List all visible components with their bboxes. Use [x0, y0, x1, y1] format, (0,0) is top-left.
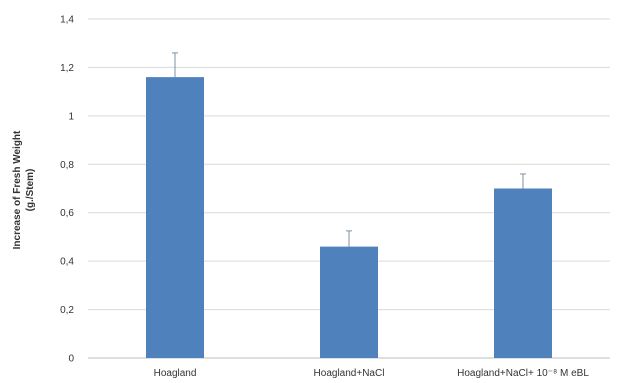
- y-axis-title-line2: (g./Stem): [25, 169, 36, 212]
- bar: [320, 246, 378, 358]
- bars: [146, 77, 552, 358]
- y-tick-label: 0,4: [60, 257, 74, 268]
- bar: [494, 188, 552, 358]
- error-bars: [172, 52, 526, 247]
- x-tick-label: Hoagland+NaCl+ 10⁻⁸ M eBL: [457, 368, 589, 379]
- x-tick-label: Hoagland+NaCl: [314, 368, 385, 379]
- y-axis-title-line1: Increase of Fresh Weight: [12, 130, 23, 249]
- y-tick-label: 1: [68, 111, 74, 122]
- y-tick-label: 0,2: [60, 305, 74, 316]
- x-tick-label: Hoagland: [154, 368, 197, 379]
- y-tick-label: 1,4: [60, 15, 74, 26]
- y-tick-label: 0,6: [60, 208, 74, 219]
- y-axis-ticks: 0 0,2 0,4 0,6 0,8 1 1,2 1,4: [60, 15, 74, 365]
- x-axis-labels: Hoagland Hoagland+NaCl Hoagland+NaCl+ 10⁻⁸…: [154, 368, 590, 379]
- bar: [146, 77, 204, 358]
- y-tick-label: 0: [68, 354, 74, 365]
- y-tick-label: 1,2: [60, 63, 74, 74]
- y-tick-label: 0,8: [60, 160, 74, 171]
